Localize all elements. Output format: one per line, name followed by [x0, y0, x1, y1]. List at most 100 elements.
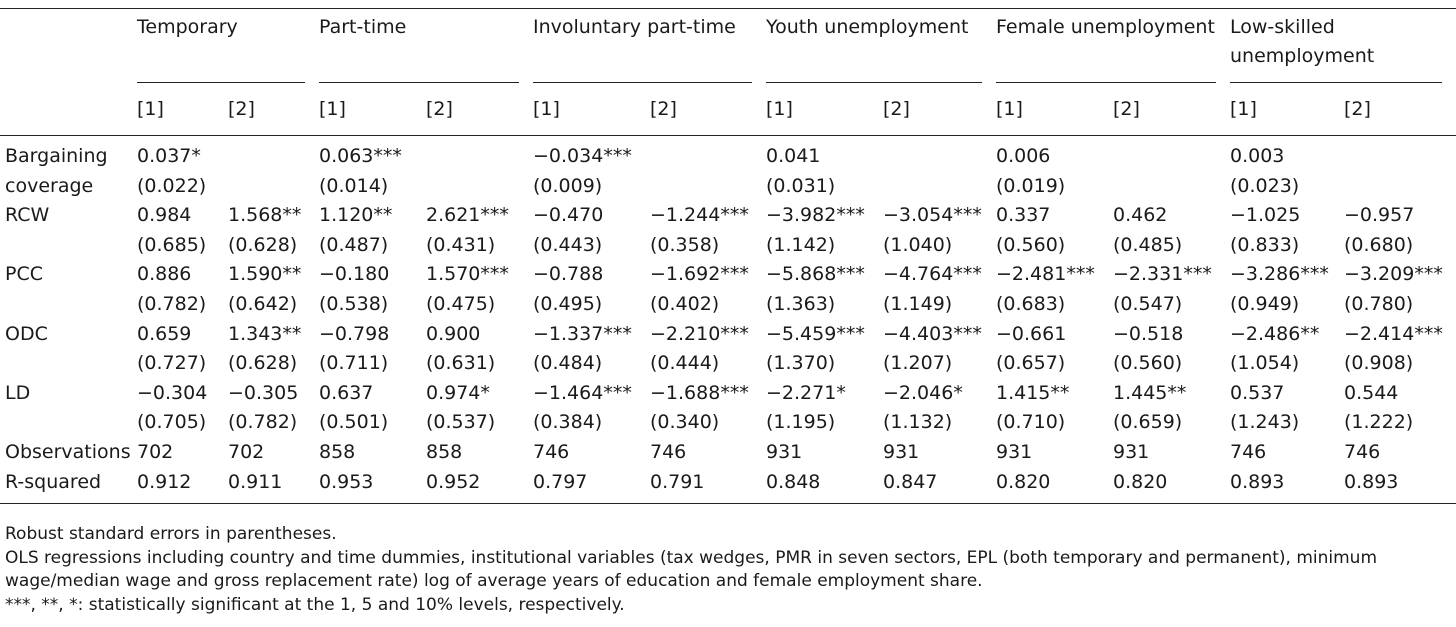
- table-row: Observations 702 702 858 858 746 746 931 931 931 9…: [0, 438, 1456, 468]
- column-subheader: [2]: [426, 83, 533, 136]
- group-underline: [996, 82, 1216, 83]
- table-cell: 0.041: [766, 145, 821, 167]
- table-cell: 0.820: [996, 467, 1113, 505]
- group-header: Youth unemployment: [766, 9, 996, 83]
- table-cell: 702: [137, 440, 174, 463]
- table-cell: 0.886: [137, 263, 192, 286]
- table-cell: −0.518: [1113, 322, 1184, 345]
- table-cell: −3.054***: [883, 204, 982, 227]
- column-subheader: [1]: [319, 83, 426, 136]
- table-cell: 0.037*: [137, 145, 201, 167]
- table-cell: −5.459***: [766, 322, 865, 345]
- table-cell: −2.414***: [1344, 322, 1443, 345]
- group-header: Part-time: [319, 9, 533, 83]
- table-row: (0.685) (0.628) (0.487) (0.431) (0.443) (0.35…: [0, 231, 1456, 261]
- table-cell: (1.054): [1230, 352, 1300, 375]
- table-cell: (0.443): [533, 233, 603, 256]
- table-row: (0.782) (0.642) (0.538) (0.475) (0.495) (0.40…: [0, 290, 1456, 320]
- column-subheader: [1]: [766, 83, 883, 136]
- table-cell: 0.337: [996, 204, 1051, 227]
- stub-header: [0, 9, 137, 83]
- table-cell: (0.780): [1344, 292, 1414, 315]
- group-header-label: Involuntary part-time: [533, 16, 736, 38]
- group-header-label: Part-time: [319, 16, 407, 38]
- table-cell: (0.782): [228, 411, 298, 434]
- table-cell: (0.014): [319, 174, 389, 197]
- table-row: (0.705) (0.782) (0.501) (0.537) (0.384) (0.34…: [0, 408, 1456, 438]
- table-cell: (1.207): [883, 352, 953, 375]
- table-cell: (0.487): [319, 233, 389, 256]
- table-cell: (0.475): [426, 292, 496, 315]
- table-cell: 931: [883, 440, 920, 463]
- top-rule: [0, 8, 1456, 9]
- table-cell: 0.912: [137, 467, 228, 505]
- row-label: Bargaining: [5, 145, 108, 167]
- table-cell: (0.402): [650, 292, 720, 315]
- row-label: [0, 408, 137, 438]
- table-cell: (0.537): [426, 411, 496, 434]
- table-cell: −1.692***: [650, 263, 749, 286]
- table-cell: 0.984: [137, 204, 192, 227]
- table-cell: 0.791: [650, 467, 766, 505]
- table-cell: 931: [1113, 440, 1150, 463]
- group-header-label: Female unemployment: [996, 16, 1215, 38]
- table-cell: 0.952: [426, 467, 533, 505]
- table-cell: [1344, 172, 1456, 202]
- table-cell: (0.711): [319, 352, 389, 375]
- table-cell: −0.788: [533, 263, 604, 286]
- row-label: coverage: [5, 174, 94, 197]
- table-cell: 0.637: [319, 381, 374, 404]
- group-header: Low-skilled unemployment: [1230, 9, 1456, 83]
- table-cell: (0.022): [137, 174, 207, 197]
- table-cell: −2.481***: [996, 263, 1095, 286]
- table-cell: 0.537: [1230, 381, 1285, 404]
- table-cell: 1.343**: [228, 322, 302, 345]
- column-subheader: [2]: [650, 83, 766, 136]
- table-cell: 0.820: [1113, 467, 1230, 505]
- table-cell: 0.974*: [426, 381, 490, 404]
- table-cell: [1113, 136, 1230, 172]
- table-cell: 0.003: [1230, 145, 1285, 167]
- table-cell: (0.628): [228, 352, 298, 375]
- table-cell: −0.661: [996, 322, 1067, 345]
- table-cell: [426, 136, 533, 172]
- row-label: LD: [5, 381, 31, 404]
- table-cell: (0.031): [766, 174, 836, 197]
- group-underline: [766, 82, 982, 83]
- table-cell: (0.727): [137, 352, 207, 375]
- row-label: ODC: [5, 322, 48, 345]
- table-cell: [883, 172, 996, 202]
- column-subheader: [1]: [996, 83, 1113, 136]
- group-header-row: Temporary Part-time Involuntary part-time Y…: [0, 9, 1456, 83]
- table-row: RCW 0.984 1.568** 1.120** 2.621*** −0.470 −1.2…: [0, 201, 1456, 231]
- table-cell: [426, 172, 533, 202]
- table-cell: (0.560): [1113, 352, 1183, 375]
- table-cell: (0.683): [996, 292, 1066, 315]
- table-notes: Robust standard errors in parentheses. OL…: [5, 523, 1445, 617]
- row-label: [0, 349, 137, 379]
- table-cell: 746: [1230, 440, 1267, 463]
- table-cell: 1.445**: [1113, 381, 1187, 404]
- table-cell: 1.570***: [426, 263, 509, 286]
- column-subheader: [2]: [228, 83, 319, 136]
- row-label: R-squared: [0, 467, 137, 505]
- table-cell: (0.340): [650, 411, 720, 434]
- table-cell: −0.304: [137, 381, 208, 404]
- column-subheader: [2]: [883, 83, 996, 136]
- table-cell: 746: [650, 440, 687, 463]
- table-cell: −0.034***: [533, 145, 632, 167]
- table-cell: (1.363): [766, 292, 836, 315]
- table-cell: −0.305: [228, 381, 299, 404]
- table-row: coverage (0.022) (0.014) (0.009) (0.031) (0.0…: [0, 172, 1456, 202]
- table-cell: (0.538): [319, 292, 389, 315]
- row-label: PCC: [5, 263, 43, 286]
- table-cell: (0.705): [137, 411, 207, 434]
- group-underline: [319, 82, 519, 83]
- table-cell: 1.120**: [319, 204, 393, 227]
- table-cell: (0.782): [137, 292, 207, 315]
- table-cell: (0.685): [137, 233, 207, 256]
- table-cell: 0.953: [319, 467, 426, 505]
- table-cell: (0.384): [533, 411, 603, 434]
- table-row: R-squared 0.912 0.911 0.953 0.952 0.797 0.791 0…: [0, 467, 1456, 505]
- column-subheader: [2]: [1113, 83, 1230, 136]
